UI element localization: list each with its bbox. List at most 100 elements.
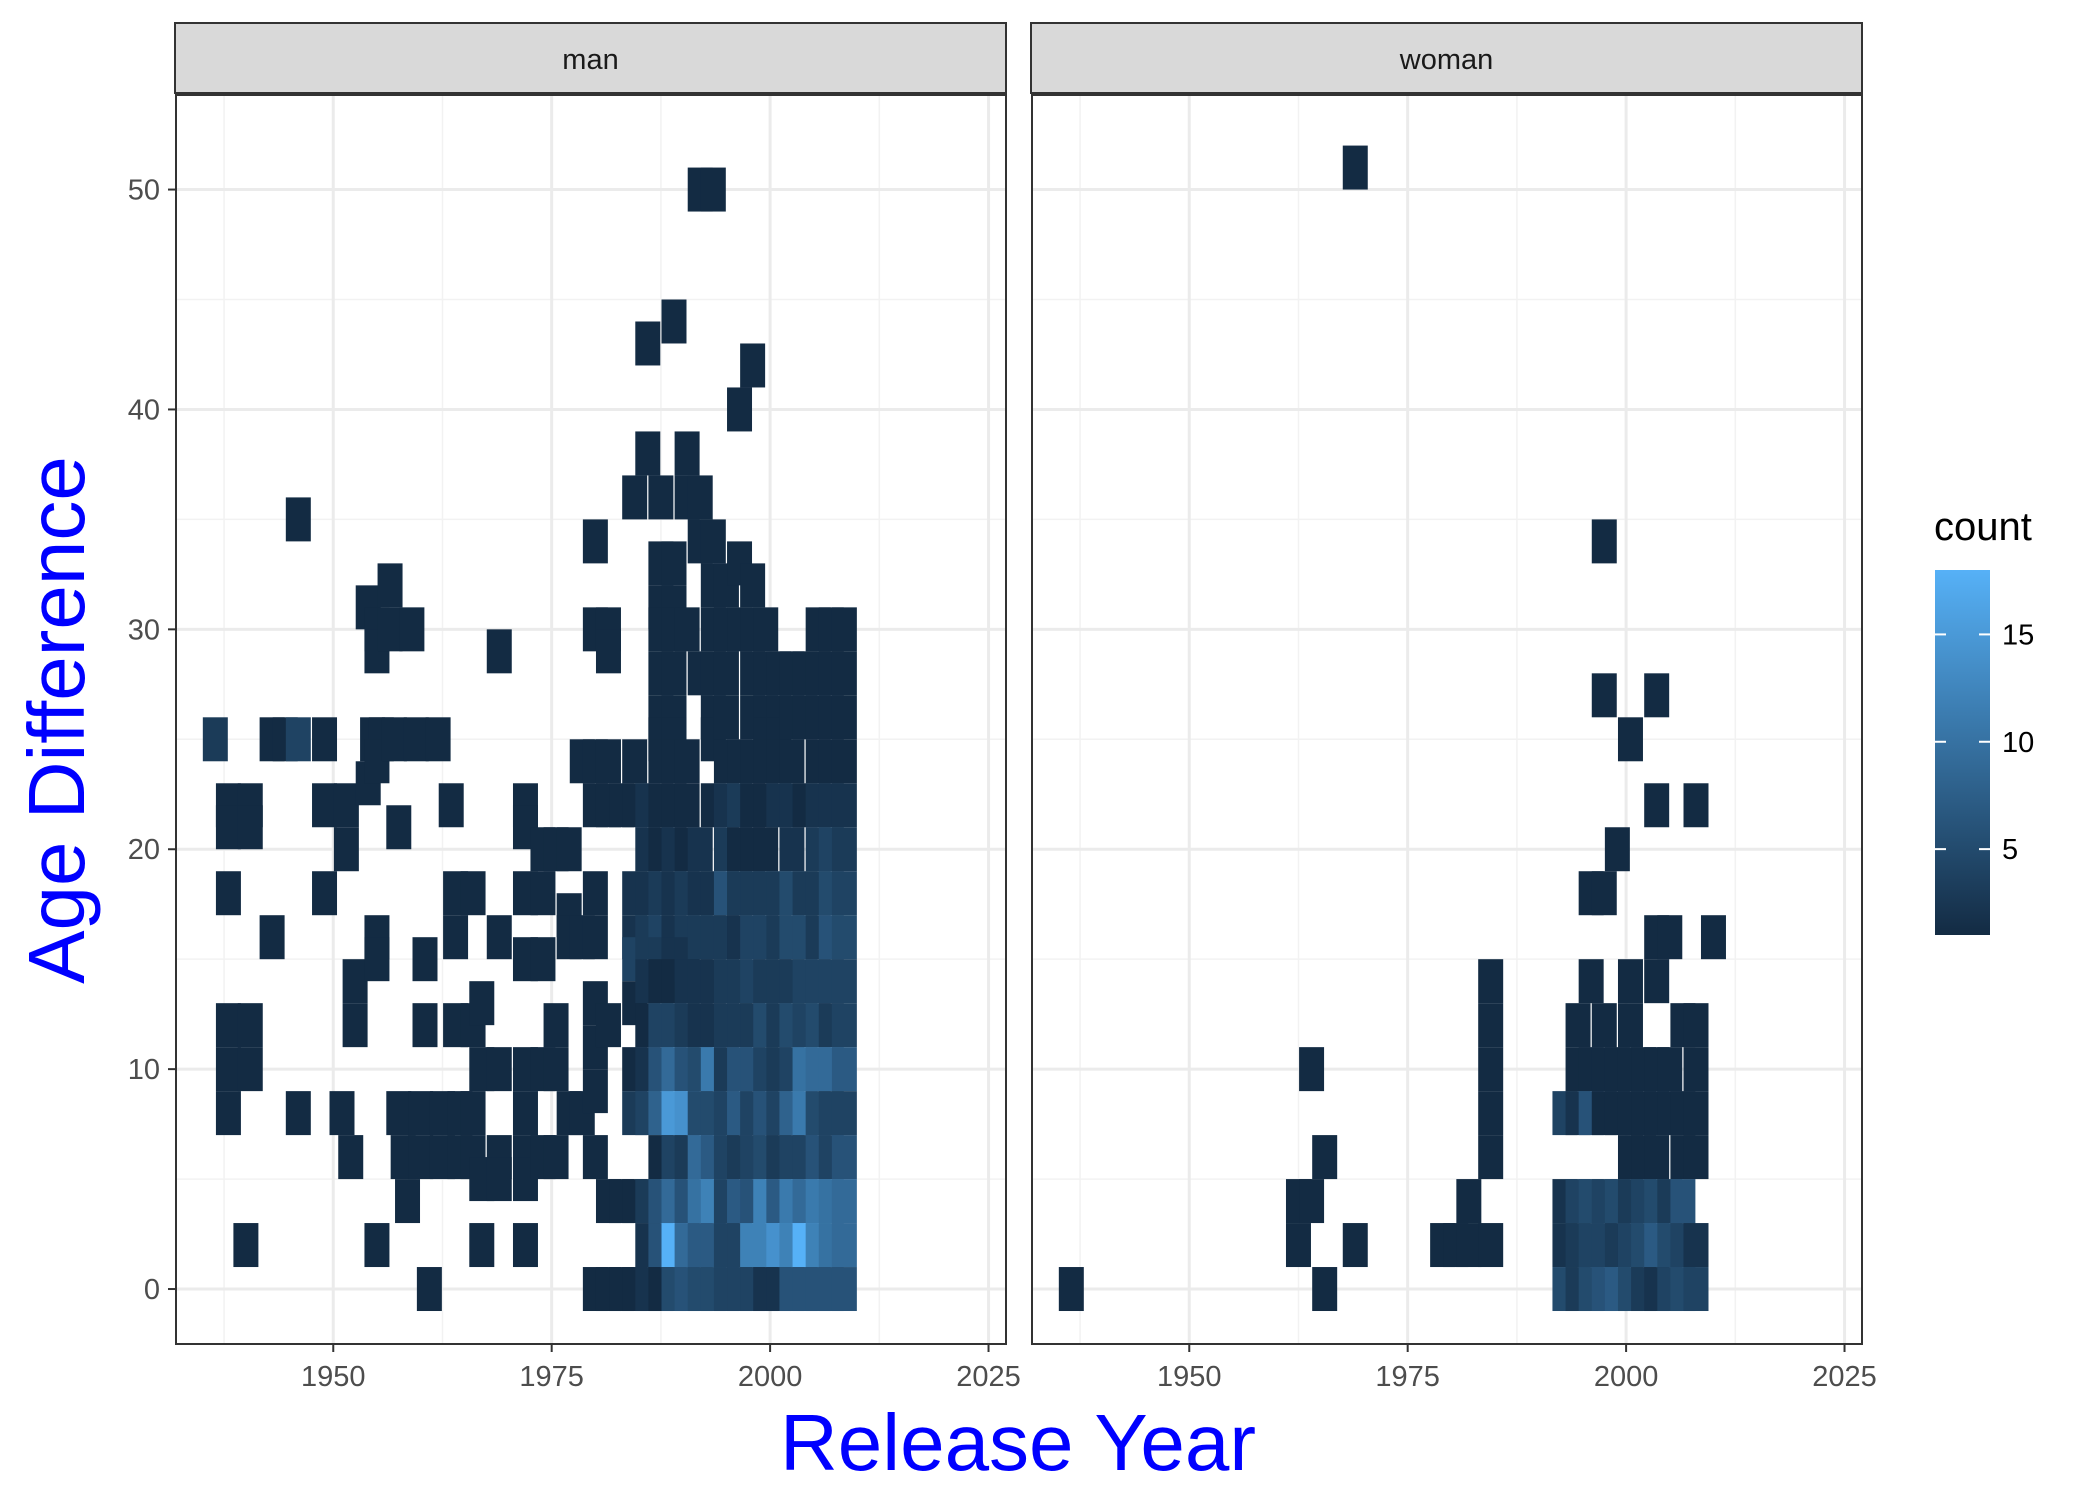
heatmap-cell [831, 1003, 857, 1048]
heatmap-cell [1670, 1179, 1696, 1224]
heatmap-cell [1591, 1003, 1617, 1048]
y-axis: 0 10 20 30 40 50 [128, 175, 176, 1306]
heatmap-cell [443, 915, 469, 960]
x-tick-label: 1975 [1375, 1361, 1440, 1393]
heatmap-cell [486, 629, 512, 674]
heatmap-cell [1456, 1179, 1482, 1224]
heatmap-cell [215, 871, 241, 916]
heatmap-cell [425, 717, 451, 762]
heatmap-cell [469, 1223, 495, 1268]
heatmap-cell [674, 607, 700, 652]
x-axis-man: 1950 1975 2000 2025 [301, 1344, 1021, 1393]
heatmap-cell [831, 1179, 857, 1224]
heatmap-cell [1312, 1267, 1338, 1312]
heatmap-cell [469, 981, 495, 1026]
heatmap-cell [460, 871, 486, 916]
heatmap-cell [1644, 673, 1670, 718]
x-tick-label: 1950 [301, 1361, 366, 1393]
heatmap-cell [395, 1179, 421, 1224]
heatmap-cell [831, 959, 857, 1004]
heatmap-cell [582, 519, 608, 564]
heatmap-cell [1478, 1223, 1504, 1268]
heatmap-cell [1683, 1091, 1709, 1136]
x-tick-label: 1975 [519, 1361, 584, 1393]
heatmap-cell [543, 1003, 569, 1048]
heatmap-cell [381, 717, 407, 762]
heatmap-cell [486, 1157, 512, 1202]
x-tick-label: 2025 [1812, 1361, 1877, 1393]
heatmap-cell [1285, 1223, 1311, 1268]
heatmap-cell [342, 959, 368, 1004]
heatmap-cell [377, 607, 403, 652]
heatmap-cell [333, 827, 359, 872]
y-tick-label: 50 [128, 175, 160, 207]
x-tick-label: 2000 [738, 1361, 803, 1393]
heatmap-cell [1342, 1223, 1368, 1268]
facet-strip-man [174, 22, 1007, 94]
heatmap-cell [1478, 1135, 1504, 1180]
heatmap-cell [831, 1091, 857, 1136]
heatmap-cell [582, 915, 608, 960]
heatmap-cell [364, 1223, 390, 1268]
legend-tick-label: 5 [2002, 834, 2018, 866]
heatmap-cell [1683, 783, 1709, 828]
heatmap-cell [202, 717, 228, 762]
heatmap-cell [1342, 145, 1368, 190]
heatmap-cell [215, 1003, 241, 1048]
heatmap-cell [556, 827, 582, 872]
heatmap-cell [831, 607, 857, 652]
heatmap-cell [635, 431, 661, 476]
heatmap-cell [831, 783, 857, 828]
heatmap-cell [779, 739, 805, 784]
heatmap-cell [740, 343, 766, 388]
heatmap-cell [233, 1223, 259, 1268]
heatmap-cell [285, 497, 311, 542]
heatmap-cell [661, 299, 687, 344]
heatmap-cell [595, 629, 621, 674]
heatmap-cell [403, 717, 429, 762]
heatmap-cell [831, 1223, 857, 1268]
heatmap-cell [486, 915, 512, 960]
heatmap-cell [1683, 1003, 1709, 1048]
heatmap-cell [412, 937, 438, 982]
heatmap-cell [386, 1091, 412, 1136]
heatmap-cell [1644, 1135, 1670, 1180]
heatmap-cell [237, 805, 263, 850]
legend-tick-label: 10 [2002, 727, 2034, 759]
legend: count 5 10 15 [1934, 505, 2034, 935]
heatmap-cell [215, 805, 241, 850]
panel-background [1032, 95, 1862, 1344]
heatmap-cell [543, 1047, 569, 1092]
heatmap-cell [582, 871, 608, 916]
facet-strip-label-man: man [562, 44, 618, 76]
heatmap-cell [700, 167, 726, 212]
heatmap-cell [1604, 827, 1630, 872]
heatmap-cell [1456, 1223, 1482, 1268]
heatmap-cell [237, 1047, 263, 1092]
heatmap-cell [1644, 959, 1670, 1004]
heatmap-cell [1299, 1179, 1325, 1224]
facet-strip-woman [1030, 22, 1863, 94]
heatmap-cell [1312, 1135, 1338, 1180]
heatmap-cell [1591, 673, 1617, 718]
panel-man [175, 94, 1007, 1345]
legend-tick-label: 15 [2002, 619, 2034, 651]
heatmap-cell [740, 563, 766, 608]
y-tick-label: 10 [128, 1054, 160, 1086]
heatmap-cell [408, 1091, 434, 1136]
heatmap-cell [342, 1003, 368, 1048]
panel-woman [1031, 94, 1863, 1345]
heatmap-cell [674, 739, 700, 784]
heatmap-cell [312, 783, 338, 828]
legend-ticks: 5 10 15 [1935, 619, 2034, 866]
heatmap-cell [1478, 1091, 1504, 1136]
heatmap-cell [713, 651, 739, 696]
facet-strip-label-woman: woman [1399, 44, 1494, 76]
heatmap-cell [1617, 1003, 1643, 1048]
heatmap-cell [831, 915, 857, 960]
heatmap-cell [512, 1223, 538, 1268]
heatmap-cell [1657, 915, 1683, 960]
panel-border [175, 94, 1007, 1345]
heatmap-cell [1617, 959, 1643, 1004]
